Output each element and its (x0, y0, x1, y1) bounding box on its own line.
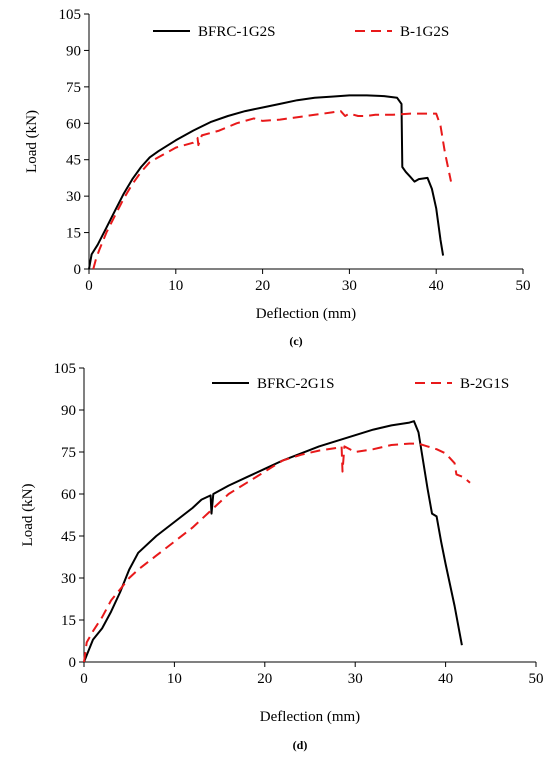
series-line-b-1g2s (92, 110, 452, 270)
panel-label: (d) (293, 738, 308, 752)
x-tick-label: 50 (529, 671, 544, 687)
y-tick-label: 15 (66, 226, 81, 242)
y-tick-label: 60 (61, 487, 76, 503)
y-tick-label: 45 (61, 529, 76, 545)
y-tick-label: 30 (66, 189, 81, 205)
y-tick-label: 90 (66, 43, 81, 59)
y-tick-label: 0 (69, 655, 77, 671)
x-axis-title: Deflection (mm) (260, 709, 360, 725)
chart-panel-c: 0 15 30 45 60 75 90 105 0 10 20 30 40 50 Deflection (m… (24, 7, 531, 348)
x-tick-label: 0 (85, 278, 93, 294)
legend-label-bfrc-1g2s: BFRC-1G2S (198, 24, 276, 40)
x-tick-label: 10 (168, 278, 183, 294)
legend-label-b-1g2s: B-1G2S (400, 24, 449, 40)
x-tick-label: 30 (348, 671, 363, 687)
x-tick-label: 40 (429, 278, 444, 294)
y-axis-title: Load (kN) (20, 484, 36, 547)
series-line-b-2g1s (83, 442, 471, 663)
y-tick-label: 60 (66, 116, 81, 132)
y-tick-label: 90 (61, 403, 76, 419)
y-tick-label: 75 (66, 80, 81, 96)
y-tick-label: 105 (54, 361, 77, 377)
x-axis-title: Deflection (mm) (256, 306, 356, 322)
x-tick-label: 30 (342, 278, 357, 294)
y-axis-title: Load (kN) (24, 110, 40, 173)
x-tick-label: 20 (257, 671, 272, 687)
series-line-bfrc-2g1s (83, 420, 463, 663)
x-tick-label: 20 (255, 278, 270, 294)
y-tick-label: 45 (66, 153, 81, 169)
y-tick-label: 0 (74, 262, 82, 278)
series-line-bfrc-1g2s (88, 94, 445, 270)
y-tick-label: 105 (59, 7, 82, 23)
y-tick-label: 75 (61, 445, 76, 461)
chart-panel-d: 0 15 30 45 60 75 90 105 0 10 20 30 40 50 Deflection (m… (20, 361, 544, 752)
x-tick-label: 10 (167, 671, 182, 687)
panel-label: (c) (289, 334, 302, 348)
y-tick-label: 15 (61, 613, 76, 629)
y-tick-label: 30 (61, 571, 76, 587)
legend-label-b-2g1s: B-2G1S (460, 376, 509, 392)
legend-label-bfrc-2g1s: BFRC-2G1S (257, 376, 335, 392)
x-tick-label: 50 (516, 278, 531, 294)
x-tick-label: 0 (80, 671, 88, 687)
x-tick-label: 40 (438, 671, 453, 687)
